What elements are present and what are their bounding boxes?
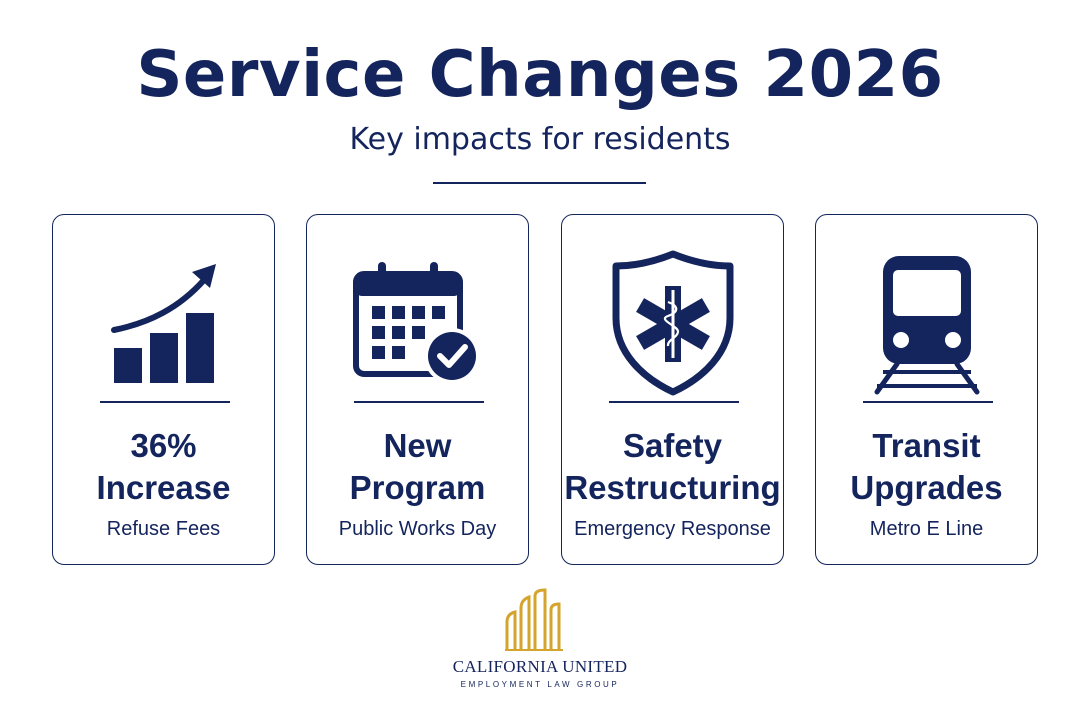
train-icon: [816, 243, 1037, 403]
card-caption: Public Works Day: [338, 518, 497, 540]
card-divider: [100, 401, 230, 403]
trending-up-bar-chart-icon: [53, 243, 274, 403]
page-title: Service Changes 2026: [136, 38, 944, 112]
headline-line1: New: [383, 427, 452, 464]
headline-line1: 36%: [130, 427, 197, 464]
calendar-check-icon: [307, 243, 528, 403]
company-name: CALIFORNIA UNITED: [452, 657, 628, 676]
card-divider: [863, 401, 993, 403]
title-divider: [433, 182, 646, 184]
headline-line2: Restructuring: [564, 469, 781, 506]
card-headline: Safety Restructuring: [562, 425, 783, 509]
card-public-works-day: New Program Public Works Day: [306, 214, 529, 565]
card-headline: 36% Increase: [53, 425, 274, 509]
headline-line2: Program: [349, 469, 486, 506]
headline-line1: Safety: [622, 427, 723, 464]
headline-line2: Increase: [96, 469, 231, 506]
medical-shield-icon: [562, 243, 783, 403]
headline-line1: Transit: [872, 427, 981, 464]
card-emergency-response: Safety Restructuring Emergency Response: [561, 214, 784, 565]
card-divider: [354, 401, 484, 403]
card-headline: Transit Upgrades: [816, 425, 1037, 509]
card-caption: Emergency Response: [574, 518, 771, 540]
company-subtitle: EMPLOYMENT LAW GROUP: [460, 680, 620, 689]
card-metro-e-line: Transit Upgrades Metro E Line: [815, 214, 1038, 565]
card-caption: Refuse Fees: [106, 518, 221, 540]
card-divider: [609, 401, 739, 403]
page-subtitle: Key impacts for residents: [349, 122, 731, 157]
card-refuse-fees: 36% Increase Refuse Fees: [52, 214, 275, 565]
headline-line2: Upgrades: [850, 469, 1003, 506]
card-caption: Metro E Line: [869, 518, 984, 540]
card-headline: New Program: [307, 425, 528, 509]
building-skyline-logo-icon: [503, 588, 565, 652]
